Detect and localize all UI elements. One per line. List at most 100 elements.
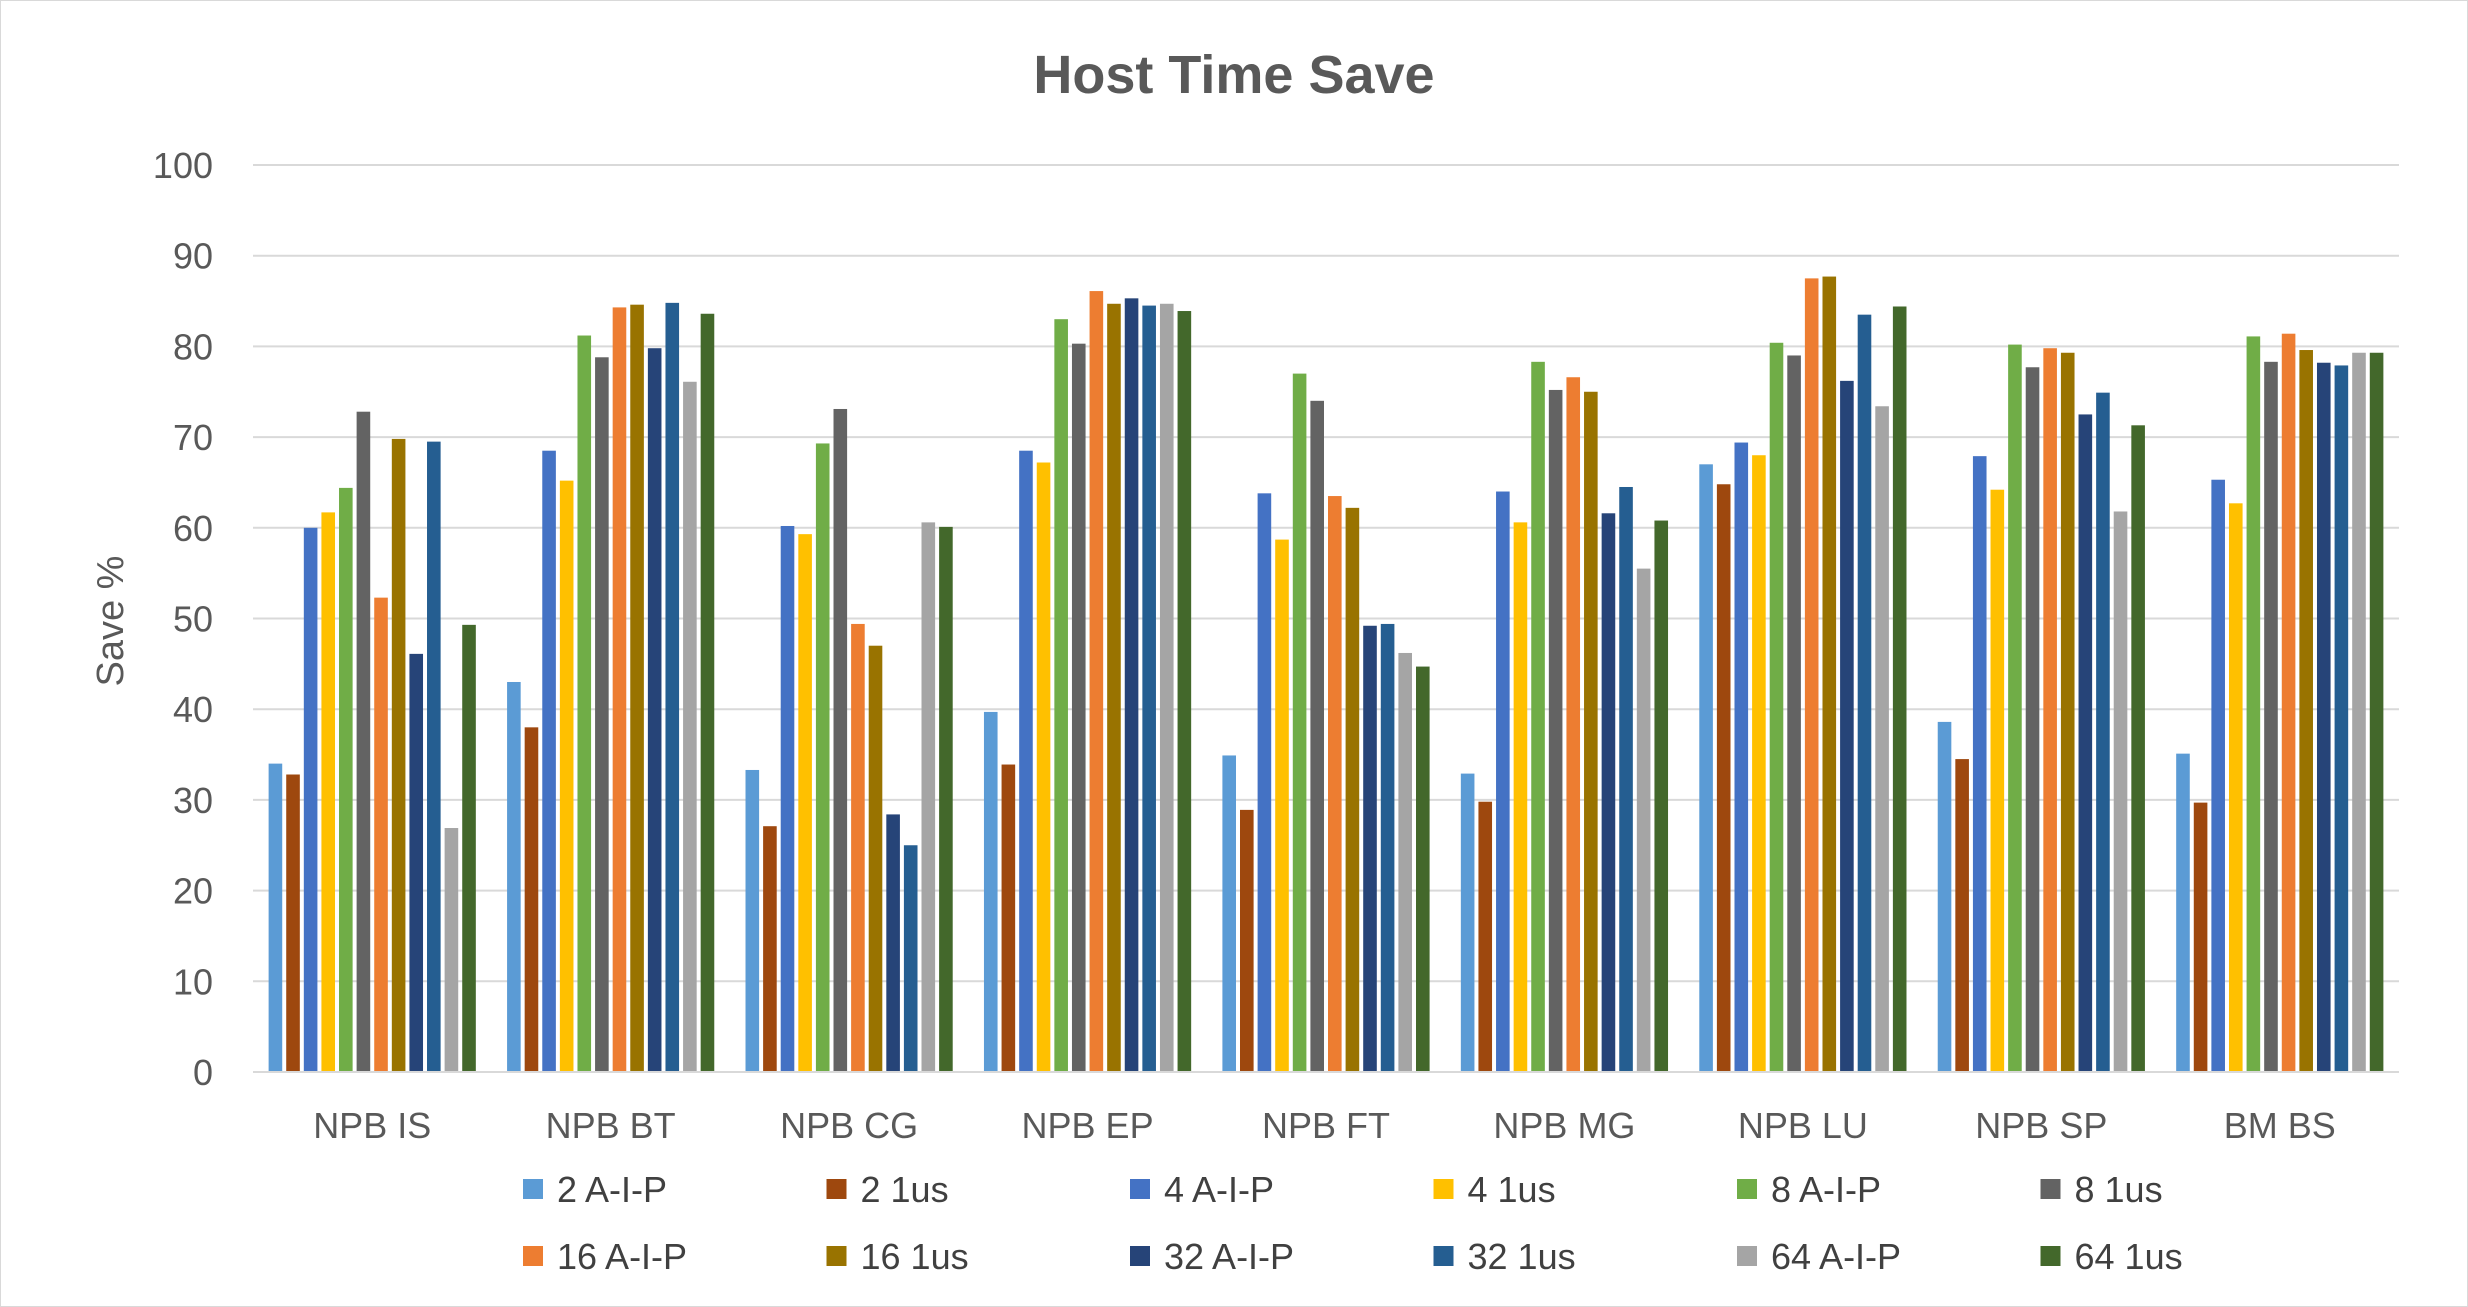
bar <box>1752 455 1766 1072</box>
legend-item: 4 1us <box>1433 1169 1556 1210</box>
bar <box>1892 306 1907 1072</box>
bar <box>1769 342 1784 1072</box>
bar <box>647 348 662 1073</box>
legend: 2 A-I-P 2 1us 4 A-I-P 4 1us 8 A-I-P 8 1us 16 A… <box>523 1169 2183 1277</box>
bar <box>1566 377 1581 1072</box>
bar <box>1328 496 1342 1072</box>
bar <box>1734 442 1749 1072</box>
bar <box>2193 802 2208 1072</box>
bar <box>374 597 388 1072</box>
y-tick-label: 10 <box>173 961 213 1002</box>
y-tick-label: 100 <box>153 145 213 186</box>
bar <box>1142 305 1156 1073</box>
legend-swatch <box>523 1179 543 1199</box>
bar <box>427 441 441 1072</box>
y-tick-label: 80 <box>173 326 213 367</box>
y-axis-ticks: 0 10 20 30 40 50 60 70 80 90 100 <box>153 145 213 1093</box>
bar <box>1054 319 1068 1072</box>
bar <box>286 774 300 1072</box>
x-tick-label: NPB SP <box>1975 1105 2107 1146</box>
bar <box>2096 392 2110 1072</box>
legend-label: 64 1us <box>2075 1236 2183 1277</box>
bar <box>1584 391 1598 1072</box>
bar <box>1478 801 1493 1072</box>
bar <box>391 438 406 1072</box>
legend-item: 64 1us <box>2040 1236 2183 1277</box>
y-tick-label: 0 <box>193 1052 213 1093</box>
bar <box>1416 666 1430 1072</box>
bar <box>2131 425 2145 1072</box>
bar <box>1548 389 1563 1072</box>
legend-label: 16 A-I-P <box>557 1236 687 1277</box>
legend-swatch <box>2040 1179 2061 1199</box>
bar <box>851 623 865 1072</box>
bar <box>321 512 336 1072</box>
bar <box>2228 503 2243 1072</box>
bar <box>1787 355 1801 1073</box>
legend-swatch <box>1737 1179 1757 1199</box>
bar <box>2211 479 2225 1073</box>
legend-swatch <box>523 1246 543 1266</box>
bar <box>763 826 777 1072</box>
y-tick-label: 60 <box>173 508 213 549</box>
bar <box>921 522 936 1072</box>
bar <box>1875 406 1889 1072</box>
bar <box>1513 522 1528 1072</box>
legend-swatch <box>826 1179 847 1199</box>
bar <box>595 357 609 1072</box>
bar <box>1036 462 1051 1072</box>
bar <box>1496 491 1510 1072</box>
legend-swatch <box>2040 1246 2061 1266</box>
legend-label: 4 A-I-P <box>1164 1169 1274 1210</box>
legend-label: 64 A-I-P <box>1771 1236 1901 1277</box>
chart-title: Host Time Save <box>1033 45 1434 105</box>
bar <box>683 381 697 1072</box>
y-tick-label: 30 <box>173 780 213 821</box>
x-tick-label: NPB FT <box>1262 1105 1390 1146</box>
x-axis-ticks: NPB IS NPB BT NPB CG NPB EP NPB FT NPB MG NPB … <box>313 1105 2336 1146</box>
x-tick-label: NPB CG <box>780 1105 918 1146</box>
legend-item: 8 1us <box>2040 1169 2163 1210</box>
x-tick-label: NPB MG <box>1493 1105 1635 1146</box>
bar <box>1460 773 1475 1072</box>
legend-label: 8 A-I-P <box>1771 1169 1881 1210</box>
bar <box>2060 352 2075 1072</box>
bar <box>2176 753 2190 1072</box>
bar <box>612 307 627 1072</box>
bar <box>903 845 918 1072</box>
bar <box>1089 291 1104 1072</box>
bars <box>268 276 2384 1073</box>
bar <box>886 814 900 1072</box>
legend-swatch <box>1130 1246 1150 1266</box>
gridlines <box>253 164 2399 983</box>
bar <box>2043 348 2057 1073</box>
y-tick-label: 20 <box>173 871 213 912</box>
bar <box>815 443 830 1072</box>
legend-item: 4 A-I-P <box>1130 1169 1274 1210</box>
bar <box>2334 365 2349 1072</box>
bar <box>2281 333 2296 1072</box>
bar <box>1001 764 1016 1072</box>
bar <box>303 527 318 1072</box>
legend-swatch <box>1737 1246 1757 1266</box>
legend-item: 32 1us <box>1433 1236 1576 1277</box>
bar <box>462 624 476 1072</box>
bar <box>339 487 353 1072</box>
y-tick-label: 90 <box>173 236 213 277</box>
bar <box>1124 298 1139 1073</box>
bar <box>1222 755 1236 1072</box>
y-tick-label: 50 <box>173 599 213 640</box>
bar <box>1257 493 1272 1073</box>
legend-item: 8 A-I-P <box>1737 1169 1881 1210</box>
bar <box>1275 539 1289 1072</box>
bar <box>745 769 760 1072</box>
bar <box>1972 456 1987 1072</box>
bar <box>559 480 574 1072</box>
y-tick-label: 70 <box>173 417 213 458</box>
bar <box>798 534 812 1072</box>
bar <box>1177 311 1192 1072</box>
bar <box>2113 511 2128 1073</box>
x-tick-label: BM BS <box>2224 1105 2336 1146</box>
